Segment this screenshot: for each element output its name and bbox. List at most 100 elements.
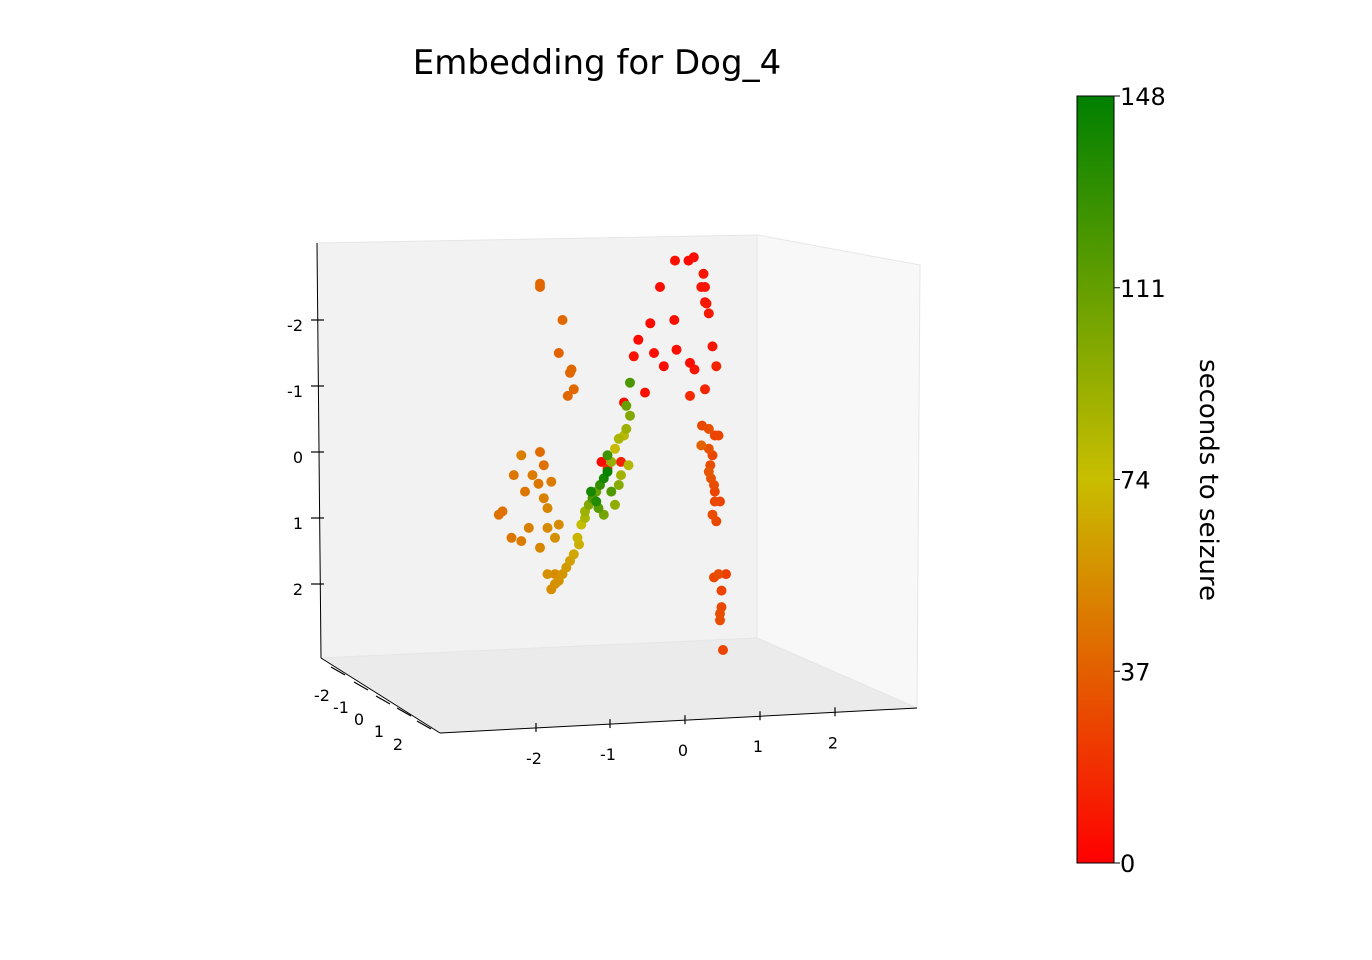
data-point: [568, 549, 579, 560]
data-point: [508, 470, 519, 481]
data-point: [703, 308, 714, 319]
data-point: [625, 410, 635, 421]
data-point: [685, 390, 695, 401]
data-point: [542, 503, 553, 514]
data-point: [645, 318, 656, 329]
data-point: [633, 334, 644, 345]
data-point: [709, 496, 720, 507]
depth-tick-mark: [416, 720, 432, 730]
data-point: [533, 478, 544, 489]
data-point: [703, 466, 714, 477]
data-point: [655, 282, 665, 292]
data-point: [688, 252, 699, 263]
data-point: [550, 532, 560, 543]
data-point: [616, 456, 626, 467]
data-point: [715, 615, 725, 626]
colorbar-ticks: 0 37 74 111 148: [1114, 83, 1166, 878]
data-point: [602, 466, 613, 477]
data-point: [707, 341, 718, 352]
data-point: [640, 387, 650, 398]
data-point: [689, 364, 700, 375]
x-tick-label: 1: [753, 737, 763, 756]
z-tick-label: 1: [293, 514, 303, 533]
depth-tick-label: 2: [393, 735, 403, 754]
data-point: [625, 377, 635, 388]
colorbar: 0 37 74 111 148 seconds to seizure: [1076, 83, 1223, 878]
data-point: [696, 440, 707, 451]
colorbar-tick-label: 148: [1120, 83, 1166, 111]
data-point: [591, 496, 602, 507]
depth-tick-label: 1: [374, 722, 384, 741]
data-point: [527, 470, 538, 481]
colorbar-tick-label: 111: [1120, 275, 1166, 303]
data-point: [621, 423, 632, 434]
data-point: [649, 348, 659, 358]
data-point: [493, 509, 504, 520]
data-point: [538, 493, 549, 504]
data-point: [538, 460, 549, 471]
data-point: [700, 282, 710, 292]
data-point: [506, 532, 517, 543]
data-point: [703, 423, 714, 434]
data-point: [628, 351, 639, 362]
data-point: [553, 519, 564, 530]
data-point: [542, 569, 553, 580]
depth-tick-mark: [396, 707, 412, 717]
data-point: [606, 486, 617, 497]
depth-tick-label: 0: [354, 710, 364, 729]
data-point: [623, 460, 634, 471]
z-tick-label: 0: [293, 448, 303, 467]
depth-tick-mark: [375, 695, 391, 705]
z-tick-label: -1: [287, 382, 303, 401]
x-tick-label: 0: [678, 741, 688, 760]
data-point: [562, 390, 573, 401]
data-point: [713, 430, 724, 441]
data-point: [535, 542, 545, 553]
data-point: [610, 443, 620, 454]
data-point: [535, 447, 545, 457]
data-point: [602, 450, 613, 461]
data-point: [658, 361, 669, 372]
data-point: [703, 443, 714, 454]
data-point: [546, 476, 557, 487]
x-tick-label: -1: [600, 745, 616, 764]
data-point: [596, 456, 607, 467]
x-tick-label: 2: [828, 733, 838, 752]
depth-tick-mark: [330, 666, 346, 676]
data-point: [610, 499, 620, 510]
data-point: [557, 315, 568, 325]
depth-tick-label: -2: [314, 686, 330, 705]
colorbar-tick-label: 37: [1120, 658, 1151, 686]
scatter-points: [493, 252, 731, 655]
data-point: [535, 282, 545, 292]
data-point: [707, 509, 718, 520]
data-point: [613, 433, 624, 444]
data-point: [718, 645, 728, 655]
colorbar-tick-label: 0: [1120, 850, 1135, 878]
colorbar-tick-label: 74: [1120, 467, 1151, 495]
data-point: [669, 315, 680, 325]
data-point: [572, 532, 583, 543]
z-tick-label: 2: [293, 580, 303, 599]
data-point: [568, 384, 579, 395]
data-point: [523, 522, 534, 533]
data-point: [566, 364, 577, 375]
data-point: [671, 344, 682, 355]
data-point: [621, 400, 632, 411]
data-point: [698, 268, 709, 279]
data-point: [616, 470, 626, 481]
data-point: [701, 298, 712, 309]
data-point: [542, 522, 553, 533]
data-point: [700, 384, 710, 395]
data-point: [716, 585, 727, 596]
data-point: [713, 569, 724, 580]
data-point: [721, 569, 731, 580]
colorbar-label: seconds to seizure: [1193, 359, 1223, 601]
axes-panes: [316, 234, 921, 734]
z-tick-label: -2: [287, 316, 303, 335]
colorbar-gradient: [1076, 95, 1115, 864]
data-point: [613, 480, 624, 490]
data-point: [553, 348, 564, 358]
